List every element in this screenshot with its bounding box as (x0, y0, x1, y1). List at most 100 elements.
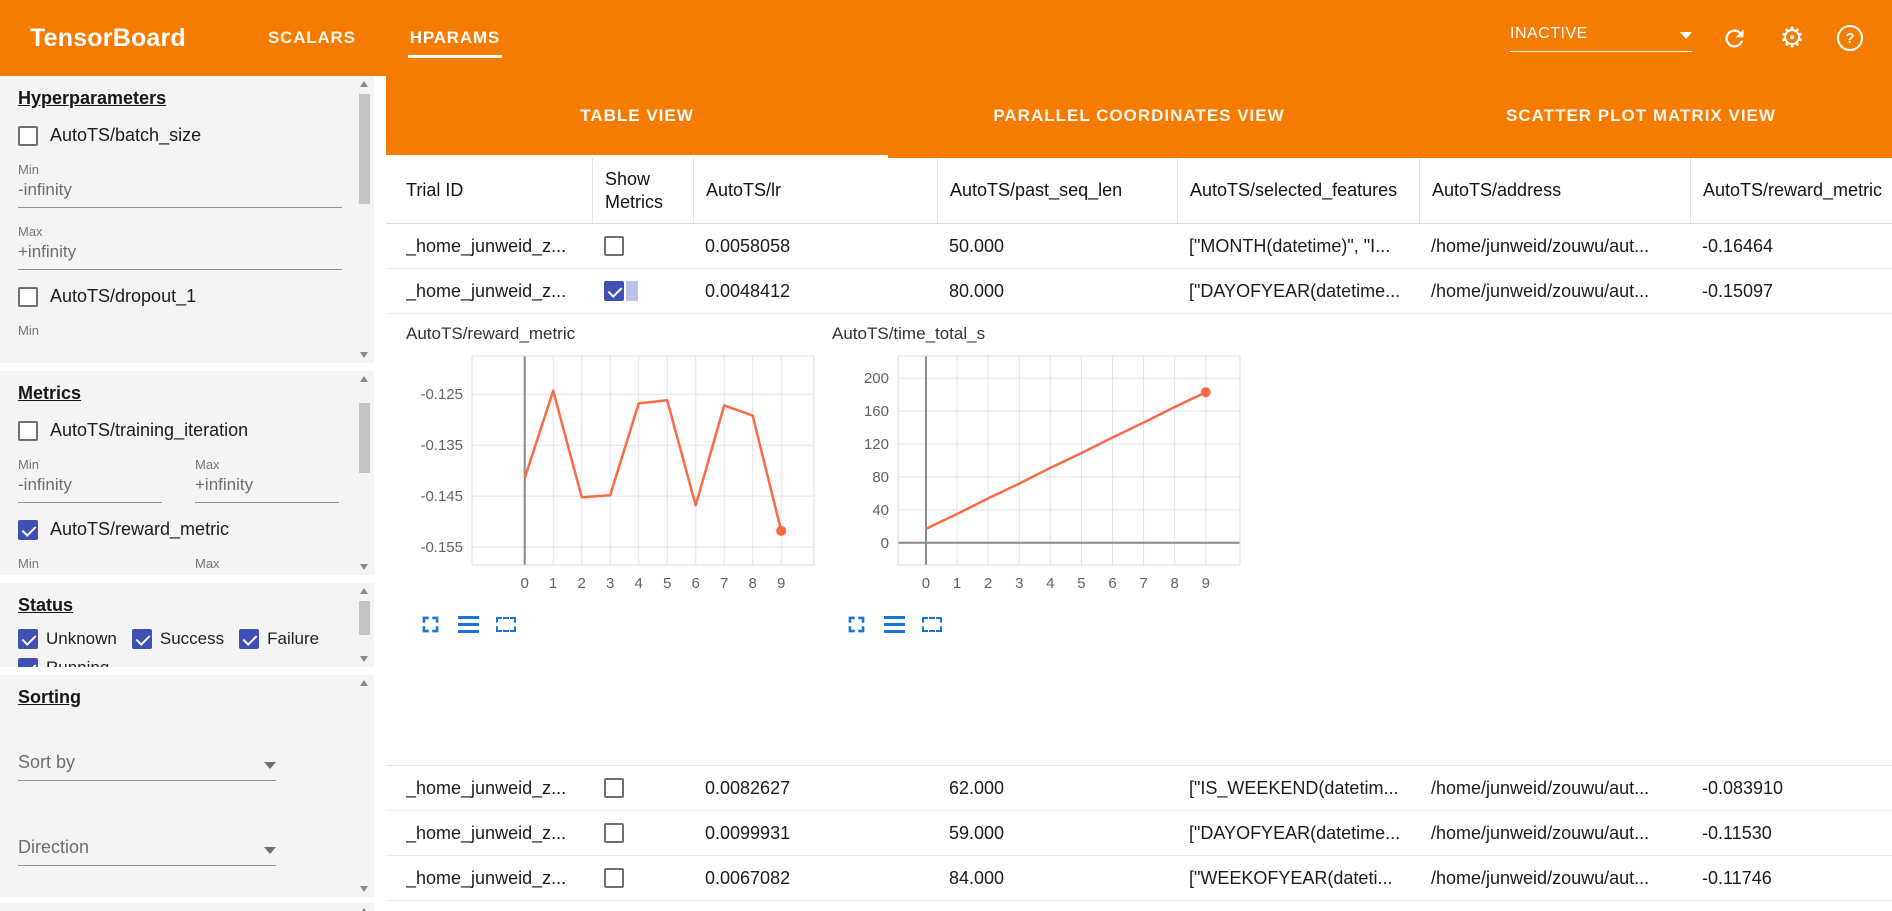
tab-table-view[interactable]: TABLE VIEW (386, 76, 888, 158)
col-selected-features: AutoTS/selected_features (1177, 158, 1419, 223)
chart-data-lines-icon[interactable] (884, 616, 905, 633)
scrollbar-thumb[interactable] (359, 601, 370, 635)
page-body: Hyperparameters AutoTS/batch_size Min -i… (0, 76, 1892, 911)
min-label: Min (18, 457, 39, 472)
status-running-label: Running (46, 658, 109, 667)
chart-fit-icon[interactable] (496, 617, 516, 632)
tab-hparams[interactable]: HPARAMS (407, 19, 503, 58)
panel-scrollbar[interactable] (358, 905, 371, 911)
scroll-up-icon[interactable] (360, 908, 368, 911)
status-failure[interactable]: Failure (239, 629, 319, 649)
chart-expand-icon[interactable] (420, 614, 441, 635)
paging-panel: Paging (0, 903, 374, 911)
hyperparameters-panel: Hyperparameters AutoTS/batch_size Min -i… (0, 76, 374, 363)
scroll-down-icon[interactable] (360, 352, 368, 358)
address-cell: /home/junweid/zouwu/aut... (1431, 867, 1650, 888)
scroll-down-icon[interactable] (360, 886, 368, 892)
sorting-heading: Sorting (18, 687, 81, 707)
tab-scatter-plot-matrix-view[interactable]: SCATTER PLOT MATRIX VIEW (1506, 105, 1776, 125)
status-running[interactable]: Running (18, 658, 109, 667)
chart-data-lines-icon[interactable] (458, 616, 479, 633)
trial-id-cell: _home_junweid_z... (406, 280, 567, 301)
line-chart[interactable]: 0 40 80 120 160 200 0 1 2 3 4 5 6 7 8 9 (832, 346, 1256, 604)
status-failure-checkbox[interactable] (239, 629, 260, 649)
trial-id-cell: _home_junweid_z... (406, 822, 567, 843)
status-success-checkbox[interactable] (131, 629, 152, 649)
panel-scrollbar[interactable] (358, 78, 371, 361)
scroll-down-icon[interactable] (360, 564, 368, 570)
direction-dropdown[interactable]: Direction (18, 837, 276, 866)
min-max-columns: Min Max (18, 540, 340, 571)
max-input[interactable]: +infinity (18, 239, 342, 270)
max-input[interactable]: +infinity (195, 472, 339, 503)
line-chart-svg: -0.125 -0.135 -0.145 -0.155 0 1 2 3 4 5 6 7 8 9 (420, 355, 815, 592)
sort-by-dropdown[interactable]: Sort by (18, 752, 276, 781)
scroll-up-icon[interactable] (360, 588, 368, 594)
tab-parallel-coordinates-view[interactable]: PARALLEL COORDINATES VIEW (993, 105, 1285, 125)
hparam-dropout-checkbox[interactable] (18, 286, 38, 307)
past-seq-len-cell: 80.000 (949, 280, 1005, 301)
checkbox-ripple (626, 281, 638, 301)
line-chart[interactable]: -0.125 -0.135 -0.145 -0.155 0 1 2 3 4 5 6 7 8 9 (406, 346, 830, 604)
chart-expand-icon[interactable] (846, 614, 867, 635)
chart-toolbar (420, 614, 830, 635)
hparam-batch-size-row[interactable]: AutoTS/batch_size (18, 125, 340, 146)
show-metrics-checkbox[interactable] (604, 778, 624, 798)
show-metrics-checkbox[interactable] (604, 868, 624, 888)
lr-cell: 0.0048412 (705, 280, 791, 301)
scrollbar-thumb[interactable] (359, 403, 370, 473)
svg-text:0: 0 (881, 535, 889, 552)
chart-fit-icon[interactable] (922, 617, 942, 632)
app-header: TensorBoard SCALARS HPARAMS INACTIVE ⚙ ? (0, 0, 1892, 76)
chart-toolbar (846, 614, 1256, 635)
min-input[interactable]: -infinity (18, 177, 342, 208)
scroll-up-icon[interactable] (360, 81, 368, 87)
scroll-up-icon[interactable] (360, 376, 368, 382)
reward-metric-cell: -0.11530 (1702, 822, 1772, 843)
min-max-columns: Min -infinity Max +infinity (18, 441, 340, 503)
metric-reward-metric-checkbox[interactable] (18, 519, 38, 540)
show-metrics-cell (592, 281, 693, 301)
status-running-checkbox[interactable] (18, 658, 38, 667)
scrollbar-thumb[interactable] (359, 94, 370, 204)
metric-reward-metric-label: AutoTS/reward_metric (50, 519, 230, 539)
tab-scalars[interactable]: SCALARS (268, 27, 356, 47)
sidebar: Hyperparameters AutoTS/batch_size Min -i… (0, 76, 386, 911)
status-unknown-checkbox[interactable] (18, 629, 38, 649)
panel-scrollbar[interactable] (358, 677, 371, 895)
show-metrics-checkbox[interactable] (604, 823, 624, 843)
status-success[interactable]: Success (131, 629, 224, 649)
col-address: AutoTS/address (1419, 158, 1690, 223)
panel-scrollbar[interactable] (358, 373, 371, 573)
line-chart-svg: 0 40 80 120 160 200 0 1 2 3 4 5 6 7 8 9 (864, 355, 1241, 592)
settings-gear-icon[interactable]: ⚙ (1779, 21, 1805, 54)
show-metrics-checkbox[interactable] (604, 236, 624, 256)
selected-features-cell: ["DAYOFYEAR(datetime... (1189, 822, 1401, 843)
address-cell: /home/junweid/zouwu/aut... (1431, 822, 1650, 843)
run-status-dropdown[interactable]: INACTIVE (1510, 25, 1692, 52)
hparam-batch-size-checkbox[interactable] (18, 125, 38, 146)
table-header: Trial ID Show Metrics AutoTS/lr AutoTS/p… (386, 158, 1892, 224)
panel-scrollbar[interactable] (358, 585, 371, 665)
show-metrics-checkbox[interactable] (604, 281, 624, 301)
svg-text:0: 0 (521, 575, 529, 592)
chevron-down-icon (264, 762, 276, 769)
chevron-down-icon (264, 847, 276, 854)
hparam-dropout-row[interactable]: AutoTS/dropout_1 (18, 286, 340, 307)
status-unknown[interactable]: Unknown (18, 629, 117, 649)
metric-training-iteration-row[interactable]: AutoTS/training_iteration (18, 420, 340, 441)
svg-text:2: 2 (984, 575, 992, 592)
svg-text:2: 2 (578, 575, 586, 592)
col-lr: AutoTS/lr (693, 158, 937, 223)
scroll-down-icon[interactable] (360, 656, 368, 662)
chart-title: AutoTS/time_total_s (832, 324, 986, 343)
min-input[interactable]: -infinity (18, 472, 162, 503)
svg-text:1: 1 (953, 575, 961, 592)
help-icon[interactable]: ? (1834, 22, 1866, 54)
scroll-up-icon[interactable] (360, 680, 368, 686)
refresh-icon[interactable] (1718, 22, 1750, 54)
metric-reward-metric-row[interactable]: AutoTS/reward_metric (18, 519, 340, 540)
metric-training-iteration-checkbox[interactable] (18, 420, 38, 441)
max-label: Max (195, 457, 220, 472)
